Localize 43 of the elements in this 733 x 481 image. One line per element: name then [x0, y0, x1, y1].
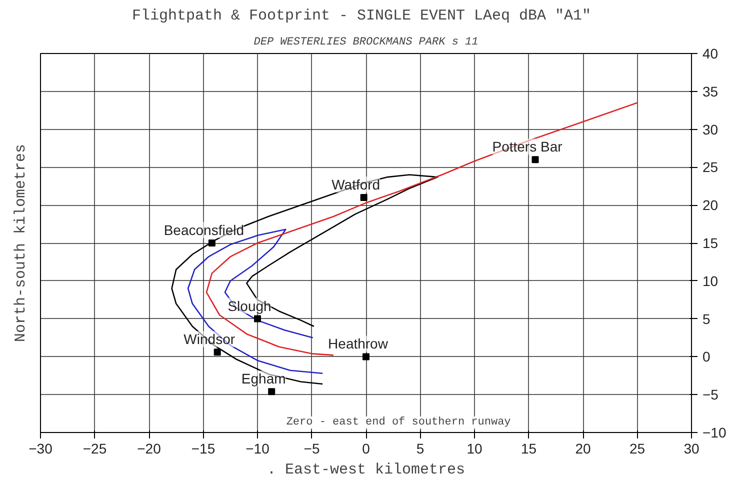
y-axis-title: North-south kilometres	[12, 144, 30, 342]
point	[254, 315, 261, 322]
x-tick-label: 20	[575, 440, 591, 456]
annotation: Slough	[228, 298, 272, 314]
y-tick-label: 10	[702, 272, 718, 289]
x-tick-label: −10	[246, 440, 270, 456]
point	[360, 194, 368, 202]
y-tick-label: 5	[702, 310, 710, 327]
annotation: Beaconsfield	[164, 222, 244, 238]
point	[362, 353, 370, 360]
x-tick-label: −25	[82, 440, 107, 456]
x-tick-label: 10	[466, 440, 482, 456]
x-tick-label: −20	[137, 440, 162, 456]
annotation: Egham	[241, 370, 286, 387]
x-tick-label: 15	[520, 440, 537, 456]
chart-title: Flightpath & Footprint - SINGLE EVENT LAeq dBA "A1"	[132, 8, 592, 24]
y-tick-label: 30	[702, 121, 718, 138]
annotation: Windsor	[184, 331, 236, 348]
x-axis-title: . East-west kilometres	[266, 462, 466, 478]
y-tick-label: 35	[702, 83, 718, 100]
y-tick-label: −5	[702, 386, 719, 403]
y-tick-label: 25	[702, 159, 718, 176]
x-tick-label: −5	[304, 440, 320, 456]
y-tick-label: 15	[702, 235, 718, 251]
annotation: Potters Bar	[492, 138, 563, 155]
point	[208, 240, 216, 246]
x-tick-label: 30	[684, 440, 700, 456]
annotation: Heathrow	[328, 336, 389, 352]
x-tick-label: 25	[629, 440, 646, 456]
y-tick-label: 20	[702, 197, 718, 214]
y-tick-label: 40	[702, 46, 718, 62]
annotation: Zero - east end of southern runway	[286, 416, 512, 428]
point	[532, 156, 539, 164]
chart-subtitle: DEP WESTERLIES BROCKMANS PARK s 11	[254, 36, 478, 48]
x-tick-label: −15	[191, 440, 216, 456]
y-tick-label: −10	[702, 424, 726, 440]
point	[214, 348, 221, 356]
x-tick-label: 0	[362, 440, 370, 456]
annotation: Watford	[332, 176, 380, 193]
x-tick-label: −30	[28, 440, 53, 456]
point	[268, 388, 276, 396]
y-tick-label: 0	[702, 348, 710, 365]
x-tick-label: 5	[416, 440, 424, 456]
